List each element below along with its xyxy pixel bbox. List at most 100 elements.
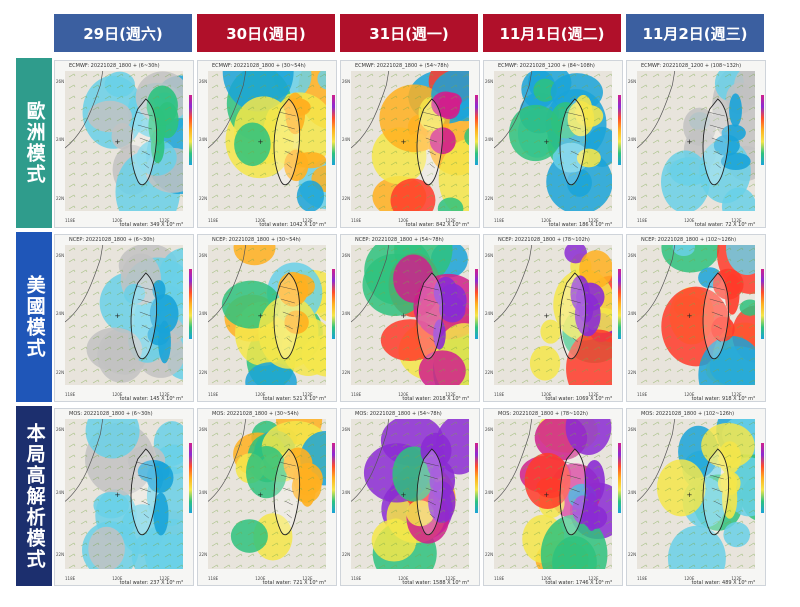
latitude-label: 24N — [56, 489, 65, 495]
forecast-map-panel: ECMWF: 20221028_1800 + (30~54h) +26N 24N 22… — [197, 60, 337, 228]
longitude-label: 118E — [637, 392, 648, 397]
row-header-3: 本局高解析模式 — [16, 406, 52, 586]
total-water-label: total water: 1588 X 10⁶ m³ — [402, 580, 469, 586]
latitude-label: 26N — [485, 79, 494, 84]
latitude-label: 24N — [342, 489, 351, 495]
row-header-1: 歐洲模式 — [16, 58, 52, 228]
latitude-label: 22N — [56, 552, 65, 557]
longitude-label: 118E — [208, 576, 219, 581]
latitude-label: 22N — [342, 552, 351, 557]
longitude-label: 118E — [637, 576, 648, 581]
rainfall-colorbar — [332, 269, 335, 339]
longitude-label: 120E — [684, 392, 695, 397]
total-water-label: total water: 1042 X 10⁶ m³ — [259, 222, 326, 228]
longitude-label: 120E — [112, 576, 123, 581]
longitude-label: 120E — [541, 218, 552, 223]
longitude-label: 118E — [208, 392, 219, 397]
rainfall-colorbar — [475, 443, 478, 513]
latitude-label: 24N — [485, 311, 494, 317]
model-run-caption: ECMWF: 20221028_1800 + (30~54h) — [212, 63, 306, 69]
latitude-label: 22N — [56, 369, 65, 375]
longitude-label: 122E — [445, 576, 456, 581]
svg-text:+: + — [258, 491, 264, 499]
rainfall-map: + — [494, 245, 612, 385]
forecast-map-panel: MOS: 20221028_1800 + (78~102h) +26N 24N 22N… — [483, 408, 623, 586]
svg-text:+: + — [401, 312, 407, 320]
row-header-label: 美國模式 — [23, 275, 46, 359]
svg-text:+: + — [258, 138, 264, 146]
rainfall-colorbar — [761, 95, 764, 165]
longitude-label: 118E — [208, 218, 219, 223]
longitude-label: 122E — [588, 392, 599, 397]
model-run-caption: NCEP: 20221028_1800 + (54~78h) — [355, 237, 444, 243]
longitude-label: 120E — [255, 576, 266, 581]
longitude-label: 118E — [351, 218, 362, 223]
total-water-label: total water: 72 X 10⁶ m³ — [694, 222, 755, 228]
latitude-label: 22N — [628, 369, 637, 375]
longitude-label: 122E — [731, 218, 742, 223]
longitude-label: 118E — [65, 392, 76, 397]
longitude-label: 118E — [494, 218, 505, 223]
longitude-label: 120E — [398, 576, 409, 581]
longitude-label: 122E — [159, 392, 170, 397]
model-run-caption: MOS: 20221028_1800 + (6~30h) — [69, 411, 153, 417]
model-run-caption: NCEP: 20221028_1800 + (102~126h) — [641, 237, 737, 243]
rainfall-colorbar — [618, 269, 621, 339]
forecast-map-panel: ECMWF: 20221028_1800 + (54~78h) +26N 24N 22… — [340, 60, 480, 228]
svg-text:+: + — [687, 491, 693, 499]
rainfall-colorbar — [475, 95, 478, 165]
total-water-label: total water: 2018 X 10⁶ m³ — [402, 396, 469, 402]
latitude-label: 22N — [56, 195, 65, 201]
rainfall-map: + — [494, 71, 612, 211]
forecast-map-panel: MOS: 20221028_1800 + (54~78h) +26N 24N 22N 1… — [340, 408, 480, 586]
longitude-label: 118E — [494, 392, 505, 397]
latitude-label: 26N — [56, 79, 65, 84]
forecast-map-panel: ECMWF: 20221028_1800 + (6~30h) +26N 24N 22N… — [54, 60, 194, 228]
longitude-label: 122E — [445, 218, 456, 223]
total-water-label: total water: 349 X 10⁶ m³ — [119, 222, 183, 228]
longitude-label: 122E — [445, 392, 456, 397]
model-run-caption: MOS: 20221028_1800 + (102~126h) — [641, 411, 735, 417]
total-water-label: total water: 842 X 10⁶ m³ — [405, 222, 469, 228]
latitude-label: 26N — [628, 253, 637, 258]
rainfall-colorbar — [189, 269, 192, 339]
longitude-label: 118E — [65, 576, 76, 581]
forecast-map-panel: NCEP: 20221028_1800 + (6~30h) +26N 24N 22N 1… — [54, 234, 194, 402]
latitude-label: 24N — [56, 137, 65, 143]
forecast-map-panel: NCEP: 20221028_1800 + (30~54h) +26N 24N 22N… — [197, 234, 337, 402]
longitude-label: 122E — [159, 218, 170, 223]
longitude-label: 120E — [541, 392, 552, 397]
longitude-label: 120E — [255, 218, 266, 223]
total-water-label: total water: 1069 X 10⁶ m³ — [545, 396, 612, 402]
longitude-label: 122E — [731, 392, 742, 397]
rainfall-map: + — [208, 71, 326, 211]
total-water-label: total water: 721 X 10⁶ m³ — [262, 580, 326, 586]
total-water-label: total water: 1746 X 10⁶ m³ — [545, 580, 612, 586]
latitude-label: 26N — [56, 427, 65, 432]
model-run-caption: MOS: 20221028_1800 + (54~78h) — [355, 411, 442, 417]
longitude-label: 120E — [684, 576, 695, 581]
longitude-label: 122E — [731, 576, 742, 581]
latitude-label: 24N — [342, 137, 351, 143]
model-run-caption: ECMWF: 20221028_1200 + (84~108h) — [498, 63, 595, 69]
column-header-4: 11月1日(週二) — [483, 14, 621, 52]
forecast-map-panel: NCEP: 20221028_1800 + (78~102h) +26N 24N 22… — [483, 234, 623, 402]
latitude-label: 26N — [342, 253, 351, 258]
svg-text:+: + — [544, 138, 550, 146]
rainfall-map: + — [208, 245, 326, 385]
column-header-2: 30日(週日) — [197, 14, 335, 52]
latitude-label: 26N — [342, 427, 351, 432]
latitude-label: 26N — [485, 427, 494, 432]
row-header-label: 歐洲模式 — [23, 101, 46, 185]
column-header-5: 11月2日(週三) — [626, 14, 764, 52]
svg-text:+: + — [687, 312, 693, 320]
longitude-label: 122E — [302, 576, 313, 581]
longitude-label: 120E — [255, 392, 266, 397]
forecast-map-panel: MOS: 20221028_1800 + (6~30h) +26N 24N 22N 11… — [54, 408, 194, 586]
latitude-label: 26N — [485, 253, 494, 258]
latitude-label: 26N — [342, 79, 351, 84]
latitude-label: 24N — [342, 311, 351, 317]
forecast-map-panel: MOS: 20221028_1800 + (102~126h) +26N 24N 22… — [626, 408, 766, 586]
svg-text:+: + — [544, 312, 550, 320]
